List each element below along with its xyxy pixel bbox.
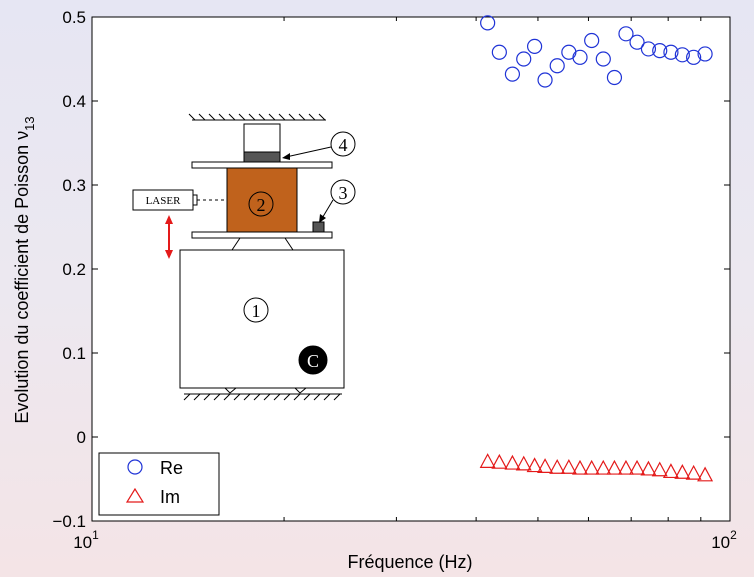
marker-2-label: 2 — [257, 195, 266, 215]
re-point — [504, 66, 521, 82]
re-point — [480, 15, 496, 31]
sensor-4 — [243, 151, 281, 163]
y-axis-label: Evolution du coefficient de Poisson ν — [12, 131, 32, 424]
svg-text:Evolution du coefficient de Po: Evolution du coefficient de Poisson ν13 — [12, 116, 37, 423]
im-point — [549, 458, 566, 474]
im-point — [526, 457, 543, 473]
connector — [231, 237, 294, 251]
im-point — [491, 453, 508, 469]
im-point — [697, 466, 714, 482]
sample — [226, 167, 298, 233]
im-point — [617, 459, 634, 475]
re-point — [606, 69, 623, 86]
re-point — [595, 51, 611, 67]
x-axis: 101 102 — [73, 17, 737, 552]
y-axis-label-subscript: 13 — [22, 116, 37, 130]
re-point — [549, 58, 565, 74]
laser-nozzle — [192, 194, 198, 206]
legend-re-marker — [127, 459, 143, 475]
re-point — [537, 72, 553, 88]
im-point — [515, 455, 532, 471]
re-point — [491, 44, 507, 60]
y-tick-label: 0.4 — [62, 92, 86, 111]
im-point — [606, 459, 623, 475]
x-tick-label: 102 — [711, 528, 737, 552]
im-point — [674, 464, 691, 479]
im-point — [504, 454, 521, 470]
marker-1-circle — [243, 297, 269, 323]
y-axis: −0.1 0 0.1 0.2 0.3 0.4 0.5 — [52, 8, 730, 531]
top-plate — [191, 161, 333, 169]
re-point — [663, 44, 679, 60]
y-tick-label: 0 — [77, 428, 86, 447]
sensor-3 — [312, 221, 325, 233]
marker-4-label: 4 — [339, 135, 348, 155]
vibration-arrow-up — [165, 215, 173, 224]
y-axis-label-group: Evolution du coefficient de Poisson ν13 — [12, 116, 37, 423]
x-tick-label: 101 — [73, 528, 99, 552]
im-point — [640, 460, 657, 476]
y-tick-label: 0.1 — [62, 344, 86, 363]
im-point — [651, 461, 668, 477]
corner-badge-label: C — [307, 351, 319, 371]
re-point — [652, 42, 668, 59]
legend-box — [98, 452, 220, 516]
bottom-ground-hatch — [183, 393, 341, 401]
marker-1-label: 1 — [252, 301, 261, 321]
re-point — [697, 46, 713, 62]
re-point — [686, 49, 702, 65]
legend-im-label: Im — [160, 487, 180, 507]
bottom-plate — [191, 231, 333, 239]
im-point — [662, 463, 679, 479]
legend: Re Im — [98, 452, 220, 516]
im-point — [572, 459, 589, 475]
im-point — [629, 459, 646, 475]
x-axis-label: Fréquence (Hz) — [347, 552, 472, 572]
re-point — [572, 49, 588, 65]
laser-label: LASER — [146, 195, 182, 207]
re-point — [584, 32, 600, 49]
re-point — [640, 41, 657, 57]
legend-re-label: Re — [160, 458, 183, 478]
im-point — [537, 458, 554, 473]
im-point — [479, 453, 496, 468]
re-point — [526, 38, 543, 55]
re-point — [674, 47, 690, 63]
shaker-feet — [224, 387, 307, 394]
y-tick-label: 0.2 — [62, 260, 86, 279]
marker-4-circle — [330, 131, 356, 157]
top-ground-hatch — [188, 113, 326, 121]
y-tick-label: −0.1 — [52, 512, 86, 531]
marker-3-circle — [330, 179, 356, 205]
inset-schematic — [132, 113, 356, 401]
marker-2-circle — [248, 191, 274, 217]
marker-4-leader — [285, 146, 332, 158]
vibration-arrow-down — [165, 250, 173, 259]
marker-3-label: 3 — [339, 183, 348, 203]
re-point — [618, 26, 634, 42]
data-marks — [479, 15, 714, 482]
re-point — [516, 51, 532, 67]
y-tick-label: 0.5 — [62, 8, 86, 27]
im-point — [595, 459, 612, 475]
im-point — [685, 464, 702, 480]
corner-badge-circle — [298, 345, 328, 375]
y-tick-label: 0.3 — [62, 176, 86, 195]
im-point — [583, 459, 600, 475]
re-point — [629, 34, 645, 50]
im-point — [560, 458, 577, 474]
legend-im-marker — [125, 487, 145, 503]
